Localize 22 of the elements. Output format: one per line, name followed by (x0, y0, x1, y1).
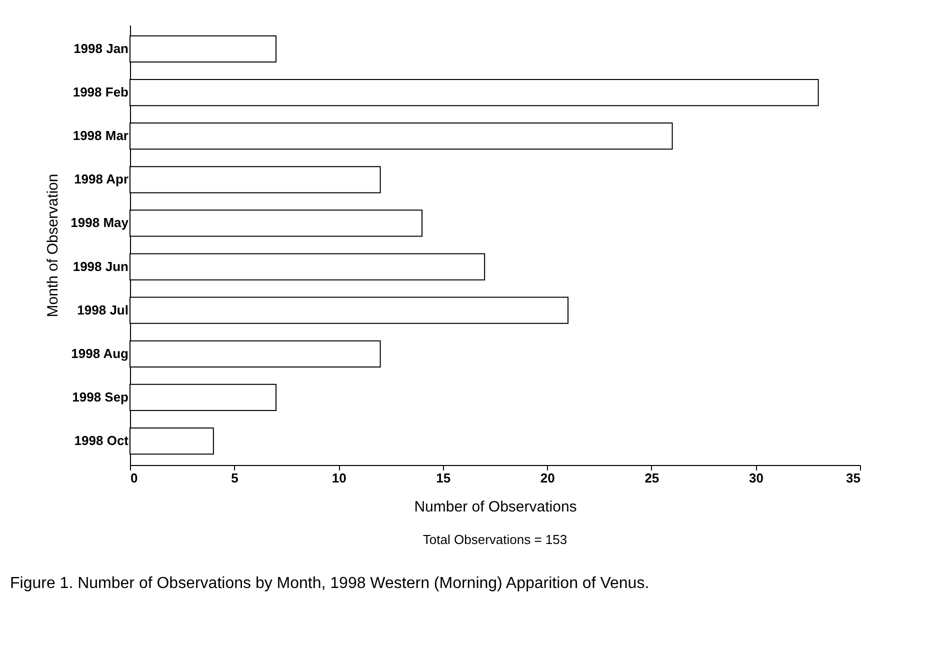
x-tick-label: 30 (748, 470, 764, 486)
y-tick-label: 1998 Apr (74, 172, 128, 187)
y-tick-label: 1998 Jun (72, 258, 129, 274)
y-tick-label: 1998 Oct (74, 433, 130, 448)
text: Total Observations = 153 (422, 532, 568, 547)
x-tick-label: 20 (540, 470, 555, 486)
y-tick-label: 1998 Aug (71, 346, 129, 361)
y-tick-label: 1998 Feb (72, 84, 129, 100)
x-tick-label: 10 (332, 470, 346, 486)
caption: Figure 1. Number of Observations by Month, 1998 Western (Morning) Apparition of Venus. (10, 575, 650, 592)
y-tick-label: 1998 May (70, 215, 130, 230)
y-tick-label: 1998 Jul (77, 302, 128, 318)
y-tick-label: 1998 Jan (74, 40, 129, 56)
x-tick-label: 0 (130, 470, 138, 486)
x-tick-label: 25 (644, 470, 660, 486)
x-tick-label: 15 (436, 470, 451, 486)
x-tick-label: 35 (846, 470, 860, 486)
y-axis-title: Month of Observation (44, 174, 62, 318)
y-tick-label: 1998 Sep (72, 389, 129, 404)
x-tick-label: 5 (231, 470, 238, 486)
y-tick-label: 1998 Mar (72, 128, 128, 144)
x-axis-title: Number of Observations (414, 498, 577, 516)
